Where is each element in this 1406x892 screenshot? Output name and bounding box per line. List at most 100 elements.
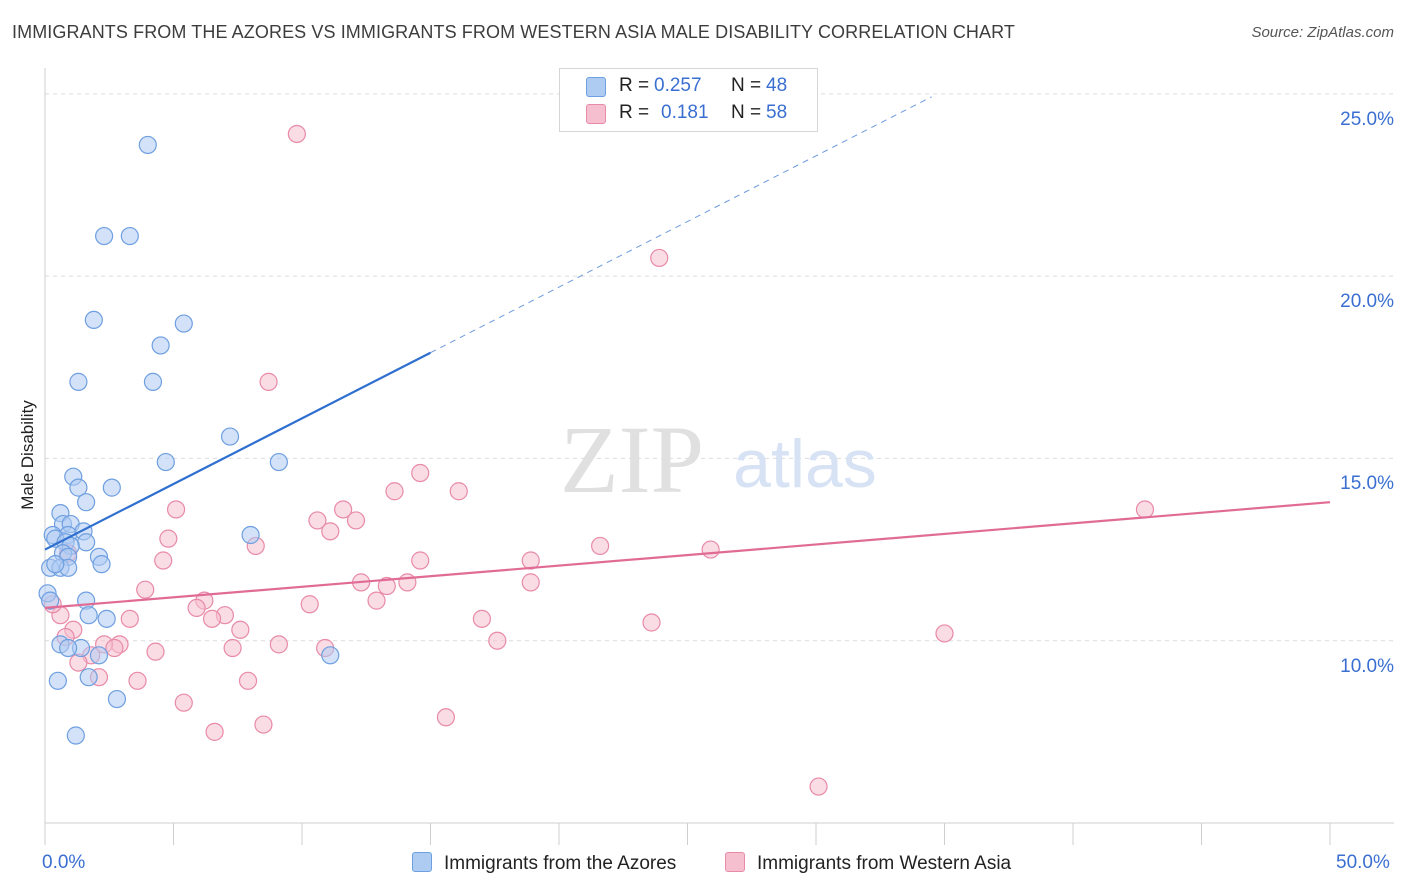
- azores-point: [89, 646, 109, 665]
- azores-point: [97, 609, 116, 628]
- axes: [44, 68, 1394, 845]
- western-asia-point: [166, 500, 186, 519]
- azores-point: [156, 452, 175, 472]
- western-asia-point: [205, 722, 224, 741]
- azores-point: [321, 646, 340, 665]
- watermark-zip: ZIP: [560, 406, 704, 513]
- western-asia-point: [202, 609, 222, 628]
- western-asia-point: [642, 613, 661, 632]
- bottom-legend-western-asia: Immigrants from Western Asia: [725, 852, 1011, 875]
- azores-point: [102, 478, 121, 497]
- gridlines: [45, 93, 1394, 642]
- western-asia-point: [154, 551, 173, 570]
- western-asia-point: [174, 693, 193, 712]
- azores-point: [107, 689, 127, 709]
- azores-point: [174, 314, 193, 333]
- western-asia-point: [308, 511, 327, 530]
- western-asia-point: [187, 598, 206, 618]
- azores-points: [38, 135, 340, 745]
- azores-legend-label: Immigrants from the Azores: [444, 853, 677, 874]
- western-asia-point: [136, 580, 155, 599]
- azores-swatch: [412, 852, 432, 872]
- x-tick-label-min: 0.0%: [42, 852, 86, 873]
- y-tick-label: 20.0%: [1340, 291, 1394, 313]
- azores-point: [79, 606, 98, 625]
- azores-point: [69, 372, 88, 391]
- western-asia-point: [259, 372, 278, 391]
- legend-n-value: 48: [766, 75, 788, 96]
- legend-n-label: N =: [731, 75, 762, 96]
- western-asia-point: [591, 536, 610, 556]
- legend-n-label: N =: [731, 102, 762, 123]
- azores-trend-line: [44, 351, 432, 551]
- azores-point: [46, 555, 65, 574]
- trend-lines: [44, 96, 1331, 610]
- chart-title: IMMIGRANTS FROM THE AZORES VS IMMIGRANTS…: [12, 22, 1015, 42]
- western-asia-point: [809, 777, 828, 796]
- legend-r-value: 0.181: [661, 102, 709, 123]
- y-tick-label: 15.0%: [1340, 473, 1394, 495]
- western-asia-point: [346, 511, 366, 530]
- azores-point: [151, 336, 170, 355]
- western-asia-point: [287, 124, 306, 144]
- azores-point: [66, 726, 85, 745]
- western-asia-point: [436, 708, 456, 727]
- western-asia-swatch: [586, 104, 606, 124]
- azores-point: [269, 452, 288, 472]
- western-asia-point: [1135, 500, 1155, 519]
- western-asia-point: [449, 482, 468, 501]
- western-asia-point: [701, 540, 720, 559]
- western-asia-point: [120, 609, 139, 628]
- western-asia-point: [521, 573, 540, 592]
- bottom-legend-azores: Immigrants from the Azores: [412, 852, 676, 875]
- correlation-legend: R = 0.257 N = 48 R = 0.181 N = 58: [559, 68, 818, 132]
- western-asia-point: [650, 248, 669, 268]
- western-asia-point: [105, 638, 124, 658]
- azores-point: [220, 427, 240, 446]
- azores-swatch: [586, 77, 606, 97]
- western-asia-point: [231, 620, 250, 639]
- western-asia-point: [367, 591, 386, 610]
- azores-point: [84, 310, 103, 330]
- western-asia-point: [238, 671, 258, 690]
- western-asia-point: [488, 631, 507, 650]
- western-asia-point: [377, 576, 396, 596]
- western-asia-point: [398, 573, 417, 592]
- azores-point: [79, 668, 98, 687]
- azores-point: [95, 226, 114, 246]
- western-asia-trend-line: [44, 501, 1331, 610]
- legend-r-value: 0.257: [654, 75, 702, 96]
- legend-r-label: R =: [619, 75, 650, 96]
- watermark-atlas: atlas: [733, 426, 877, 502]
- azores-point: [143, 372, 163, 391]
- azores-point: [59, 638, 78, 658]
- azores-point: [120, 226, 139, 246]
- legend-n-value: 58: [766, 102, 788, 123]
- legend-r-label: R =: [619, 102, 650, 123]
- western-asia-point: [254, 715, 273, 734]
- western-asia-point: [269, 635, 288, 654]
- azores-point: [41, 591, 60, 610]
- western-asia-legend-label: Immigrants from Western Asia: [757, 853, 1012, 874]
- western-asia-point: [223, 638, 242, 658]
- source-label: Source: ZipAtlas.com: [1251, 24, 1394, 41]
- y-tick-label: 10.0%: [1340, 655, 1394, 677]
- western-asia-points: [43, 124, 1155, 796]
- western-asia-swatch: [725, 852, 745, 872]
- y-tick-label: 25.0%: [1340, 108, 1394, 130]
- azores-point: [77, 533, 96, 552]
- western-asia-point: [334, 500, 353, 519]
- azores-point: [69, 478, 88, 497]
- western-asia-point: [472, 609, 491, 628]
- western-asia-point: [411, 551, 430, 570]
- western-asia-point: [935, 624, 954, 643]
- azores-point: [92, 555, 111, 574]
- x-tick-label-max: 50.0%: [1336, 852, 1390, 873]
- western-asia-point: [159, 529, 178, 548]
- western-asia-point: [300, 595, 319, 614]
- azores-trend-extension: [430, 96, 932, 354]
- western-asia-point: [411, 463, 430, 483]
- azores-point: [241, 525, 260, 545]
- western-asia-point: [321, 522, 340, 541]
